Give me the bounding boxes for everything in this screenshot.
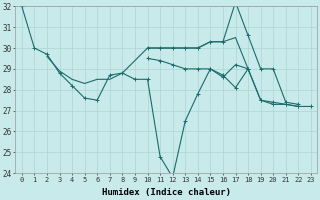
X-axis label: Humidex (Indice chaleur): Humidex (Indice chaleur)	[102, 188, 231, 197]
